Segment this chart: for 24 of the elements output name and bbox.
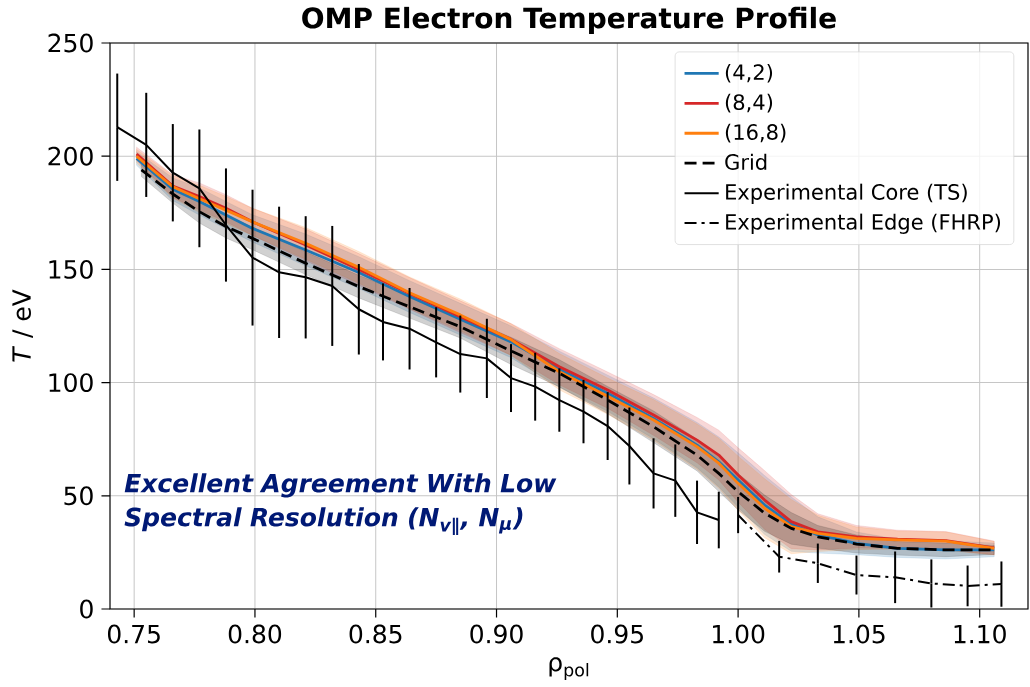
- x-tick-label: 1.05: [833, 624, 885, 644]
- x-tick-label: 0.95: [591, 624, 643, 644]
- y-tick-label: 100: [49, 373, 93, 393]
- legend-label: (16,8): [725, 123, 786, 143]
- x-axis-title: ρ$_{pol}$: [549, 657, 589, 681]
- legend-label: Grid: [725, 153, 767, 171]
- y-tick-label: 150: [49, 260, 93, 280]
- x-tick-label: 0.75: [107, 624, 160, 644]
- x-tick-label: 1.10: [954, 624, 1006, 644]
- x-tick-label: 0.90: [470, 624, 523, 644]
- y-tick-label: 0: [80, 599, 93, 619]
- annotation: Excellent Agreement With Low Spectral Resolution (N$_{v∥}$, N$_{μ}$): [124, 473, 557, 536]
- legend-label: Experimental Core (TS): [726, 183, 967, 205]
- y-axis-title: T / eV: [12, 289, 33, 362]
- y-tick-label: 200: [48, 146, 93, 166]
- y-tick-label: 250: [48, 33, 93, 53]
- x-tick-label: 1.00: [713, 624, 765, 644]
- legend-label: (8,4): [725, 94, 773, 113]
- chart-title: OMP Electron Temperature Profile: [302, 7, 836, 35]
- legend-label: Experimental Edge (FHRP): [726, 213, 1001, 235]
- x-tick-label: 0.85: [349, 624, 402, 644]
- y-tick-label: 50: [64, 486, 93, 506]
- legend-label: (4,2): [725, 64, 773, 83]
- x-tick-label: 0.80: [228, 624, 282, 644]
